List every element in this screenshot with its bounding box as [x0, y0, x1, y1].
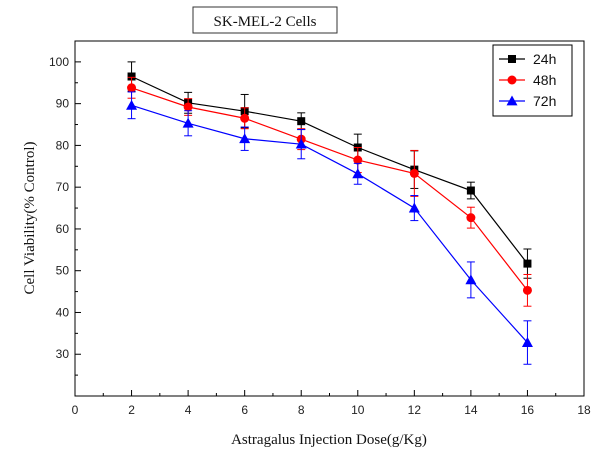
- legend-label: 24h: [533, 51, 556, 67]
- legend-label: 48h: [533, 72, 556, 88]
- chart-title: SK-MEL-2 Cells: [214, 14, 317, 30]
- y-tick-label: 80: [56, 138, 70, 152]
- data-point: [521, 337, 533, 347]
- x-tick-label: 12: [408, 403, 422, 417]
- data-point: [408, 202, 420, 213]
- series-line: [131, 104, 528, 343]
- legend: 24h 48h 72h: [492, 44, 573, 117]
- x-axis-label: Astragalus Injection Dose(g/Kg): [231, 432, 427, 448]
- y-tick-label: 90: [56, 97, 70, 111]
- data-point: [182, 117, 194, 128]
- y-tick-label: 60: [56, 222, 70, 236]
- data-point: [353, 155, 363, 165]
- chart-title-box: SK-MEL-2 Cells: [192, 6, 338, 34]
- data-point: [126, 99, 138, 110]
- x-tick-label: 4: [185, 403, 192, 417]
- x-tick-label: 8: [298, 403, 305, 417]
- data-point: [409, 168, 419, 178]
- data-point: [352, 168, 364, 179]
- data-point: [183, 102, 193, 112]
- y-tick-label: 30: [56, 347, 70, 361]
- data-point: [127, 72, 136, 81]
- data-point: [240, 113, 250, 123]
- y-tick-label: 40: [56, 305, 70, 319]
- data-point: [523, 259, 532, 268]
- data-point: [297, 117, 306, 126]
- legend-label: 72h: [533, 93, 556, 109]
- legend-marker: [507, 75, 517, 85]
- data-point: [466, 213, 476, 223]
- data-point: [466, 186, 475, 195]
- x-axis-ticks: 0 2 4 6 8 10 12 14 16 18: [72, 390, 591, 417]
- x-tick-label: 10: [351, 403, 365, 417]
- series-layer: [126, 61, 533, 365]
- data-point: [239, 133, 251, 144]
- series-line: [131, 75, 528, 264]
- x-tick-label: 14: [464, 403, 478, 417]
- legend-entry-72h: 72h: [499, 93, 556, 109]
- y-axis-label: Cell Viability(% Control): [22, 142, 38, 295]
- data-point: [465, 274, 477, 285]
- x-tick-label: 6: [241, 403, 248, 417]
- series-72h: [126, 91, 533, 365]
- series-line: [131, 87, 528, 291]
- y-tick-label: 70: [56, 180, 70, 194]
- legend-entry-48h: 48h: [499, 72, 556, 88]
- y-tick-label: 50: [56, 264, 70, 278]
- y-tick-label: 100: [49, 55, 69, 69]
- data-point: [127, 83, 137, 93]
- legend-marker: [508, 55, 516, 63]
- legend-entry-24h: 24h: [499, 51, 556, 67]
- x-tick-label: 18: [577, 403, 591, 417]
- series-24h: [127, 61, 532, 279]
- x-tick-label: 2: [128, 403, 135, 417]
- series-48h: [127, 76, 532, 307]
- data-point: [295, 138, 307, 149]
- y-axis-ticks: 30 40 50 60 70 80 90 100: [49, 55, 81, 376]
- x-tick-label: 16: [521, 403, 535, 417]
- data-point: [522, 285, 532, 295]
- chart-title-frame: [192, 6, 338, 34]
- x-tick-label: 0: [72, 403, 79, 417]
- legend-marker: [506, 95, 518, 106]
